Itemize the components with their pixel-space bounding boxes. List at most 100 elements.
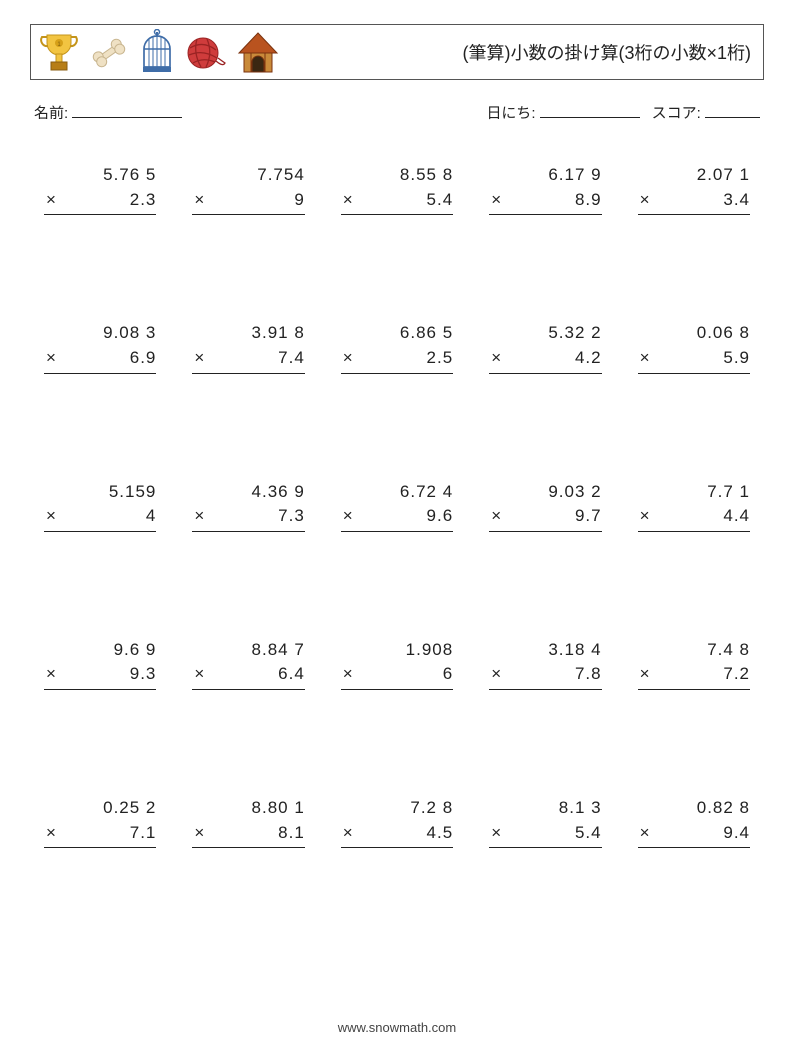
header-icons: 1 (39, 29, 281, 75)
score-field: スコア: (652, 102, 760, 123)
problem-rule (44, 214, 156, 215)
multiplicand: 2.07 1 (697, 163, 750, 188)
multiplicand: 8.80 1 (252, 796, 305, 821)
multiplier-row: ×4.5 (341, 821, 453, 846)
problem: 4.36 9×7.3 (192, 480, 304, 532)
multiplier-row: ×9.3 (44, 662, 156, 687)
multiplication-sign: × (638, 662, 651, 687)
multiplier-row: ×3.4 (638, 188, 750, 213)
multiplier-row: ×9.7 (489, 504, 601, 529)
problem: 0.06 8×5.9 (638, 321, 750, 373)
multiplicand: 3.18 4 (548, 638, 601, 663)
name-blank[interactable] (72, 102, 182, 118)
multiplier-row: ×4 (44, 504, 156, 529)
problem: 6.86 5×2.5 (341, 321, 453, 373)
multiplier-row: ×7.2 (638, 662, 750, 687)
multiplicand: 4.36 9 (252, 480, 305, 505)
header-box: 1 (30, 24, 764, 80)
multiplier-row: × 7.4 (192, 346, 304, 371)
multiplicand: 9.6 9 (114, 638, 157, 663)
multiplication-sign: × (44, 188, 57, 213)
multiplicand: 9.03 2 (548, 480, 601, 505)
multiplicand: 5.159 (109, 480, 157, 505)
date-label: 日にち: (486, 105, 535, 122)
multiplier-row: × 8.1 (192, 821, 304, 846)
problem: 8.1 3×5.4 (489, 796, 601, 848)
problem-rule (638, 847, 750, 848)
multiplier: 9.4 (723, 821, 750, 846)
multiplication-sign: × (638, 504, 651, 529)
problem: 9.08 3×6.9 (44, 321, 156, 373)
multiplicand: 1.908 (406, 638, 454, 663)
problem-rule (638, 214, 750, 215)
problem-rule (341, 847, 453, 848)
problems-grid: 5.76 5×2.37.754×98.55 8×5.46.17 9×8.92.0… (30, 163, 764, 848)
problem: 8.80 1 × 8.1 (192, 796, 304, 848)
problem: 7.2 8×4.5 (341, 796, 453, 848)
multiplier-row: ×7.3 (192, 504, 304, 529)
problem: 9.6 9×9.3 (44, 638, 156, 690)
date-blank[interactable] (540, 102, 640, 118)
multiplication-sign: × (192, 188, 205, 213)
score-blank[interactable] (705, 102, 760, 118)
problem: 9.03 2×9.7 (489, 480, 601, 532)
problem: 6.17 9×8.9 (489, 163, 601, 215)
multiplier: 4.5 (427, 821, 454, 846)
multiplicand: 3.91 8 (252, 321, 305, 346)
multiplication-sign: × (638, 188, 651, 213)
date-field: 日にち: (486, 102, 639, 123)
multiplier: 7.1 (130, 821, 157, 846)
multiplier: 8.1 (278, 821, 305, 846)
multiplier: 4.4 (723, 504, 750, 529)
multiplier-row: ×6.4 (192, 662, 304, 687)
problem: 7.4 8×7.2 (638, 638, 750, 690)
multiplier-row: ×8.9 (489, 188, 601, 213)
multiplicand: 7.7 1 (707, 480, 750, 505)
multiplication-sign: × (341, 346, 354, 371)
multiplier-row: ×9.6 (341, 504, 453, 529)
multiplication-sign: × (192, 346, 205, 371)
multiplicand: 6.86 5 (400, 321, 453, 346)
birdcage-icon (139, 29, 175, 75)
name-field: 名前: (34, 102, 486, 123)
problem-rule (192, 373, 304, 374)
problem-rule (341, 689, 453, 690)
multiplier: 9.3 (130, 662, 157, 687)
multiplier: 9 (294, 188, 304, 213)
multiplicand: 8.84 7 (252, 638, 305, 663)
problem-rule (638, 531, 750, 532)
multiplication-sign: × (489, 821, 502, 846)
multiplicand: 9.08 3 (103, 321, 156, 346)
problem: 5.76 5×2.3 (44, 163, 156, 215)
multiplier-row: × 4.4 (638, 504, 750, 529)
multiplier: 2.3 (130, 188, 157, 213)
problem: 5.32 2 × 4.2 (489, 321, 601, 373)
name-label: 名前: (34, 105, 68, 122)
footer: www.snowmath.com (0, 1020, 794, 1035)
problem-rule (44, 847, 156, 848)
problem-rule (44, 689, 156, 690)
multiplier: 7.3 (278, 504, 305, 529)
multiplier: 9.7 (575, 504, 602, 529)
multiplicand: 5.32 2 (548, 321, 601, 346)
problem-rule (638, 689, 750, 690)
multiplier-row: ×6 (341, 662, 453, 687)
multiplication-sign: × (489, 346, 502, 371)
problem-rule (192, 847, 304, 848)
multiplier: 7.4 (278, 346, 305, 371)
problem: 0.82 8×9.4 (638, 796, 750, 848)
problem-rule (489, 531, 601, 532)
problem-rule (192, 531, 304, 532)
problem-rule (341, 531, 453, 532)
multiplier: 4.2 (575, 346, 602, 371)
multiplier-row: ×6.9 (44, 346, 156, 371)
multiplier: 5.4 (427, 188, 454, 213)
worksheet-page: 1 (0, 0, 794, 1053)
problem: 5.159×4 (44, 480, 156, 532)
multiplicand: 0.82 8 (697, 796, 750, 821)
multiplication-sign: × (44, 821, 57, 846)
multiplier: 6.9 (130, 346, 157, 371)
multiplication-sign: × (341, 662, 354, 687)
multiplication-sign: × (192, 821, 205, 846)
multiplicand: 6.72 4 (400, 480, 453, 505)
